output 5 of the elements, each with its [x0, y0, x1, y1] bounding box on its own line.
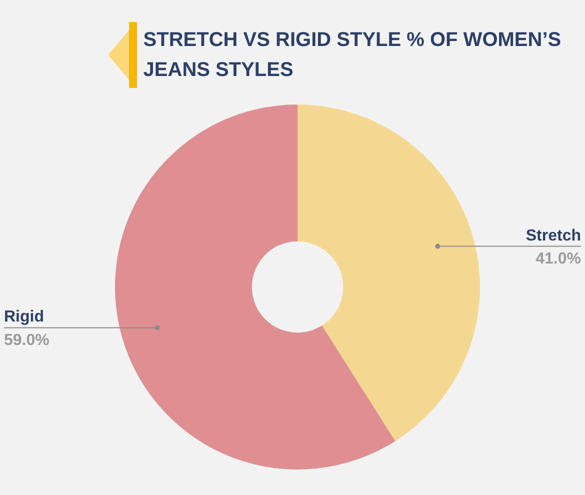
slice-label: Rigid [4, 308, 44, 326]
slice-label: Stretch [526, 227, 581, 244]
data-label: 59.0% [4, 332, 50, 350]
chart-title: STRETCH VS RIGID STYLE % OF WOMEN’S JEANS STYLES [143, 28, 562, 83]
data-label: 41.0% [536, 250, 581, 268]
